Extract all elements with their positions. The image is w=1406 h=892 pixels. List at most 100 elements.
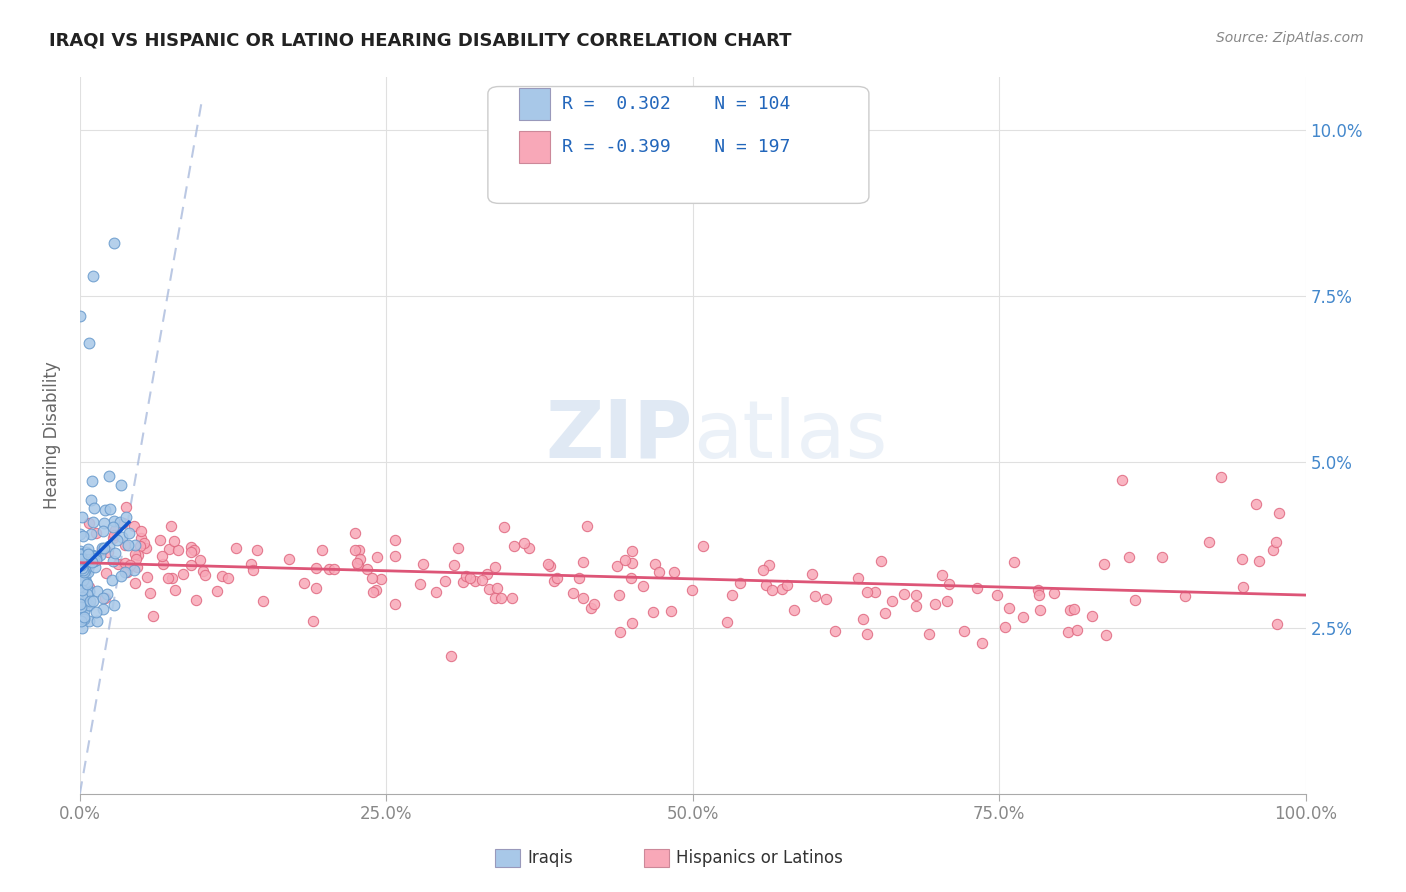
Point	[211, 569, 233, 583]
Point	[621, 544, 644, 558]
Point	[69, 558, 91, 573]
Point	[485, 581, 508, 595]
Point	[69, 576, 91, 591]
Text: Hispanics or Latinos: Hispanics or Latinos	[676, 849, 844, 867]
Text: Iraqis: Iraqis	[527, 849, 574, 867]
Point	[513, 536, 536, 550]
Point	[91, 543, 114, 558]
Point	[305, 581, 328, 595]
Point	[93, 602, 115, 616]
Point	[1265, 616, 1288, 631]
Point	[86, 614, 108, 628]
Point	[115, 565, 138, 579]
Point	[384, 533, 406, 547]
Point	[1174, 590, 1197, 604]
Point	[124, 548, 146, 562]
Point	[77, 584, 100, 599]
Point	[103, 515, 125, 529]
Point	[494, 520, 516, 534]
Point	[770, 582, 793, 596]
Point	[70, 547, 93, 561]
Point	[105, 533, 128, 547]
Point	[966, 581, 988, 595]
Point	[70, 583, 93, 598]
Point	[70, 590, 93, 604]
Point	[77, 614, 100, 628]
Point	[614, 553, 637, 567]
Point	[142, 608, 165, 623]
Point	[110, 569, 132, 583]
Point	[163, 533, 186, 548]
Point	[159, 518, 181, 533]
Point	[252, 594, 274, 608]
Point	[451, 575, 474, 590]
Point	[91, 591, 114, 605]
Point	[239, 558, 262, 572]
Point	[1246, 497, 1268, 511]
Point	[76, 565, 98, 579]
Point	[572, 555, 595, 569]
Point	[70, 583, 93, 598]
Point	[114, 565, 136, 579]
Point	[863, 585, 886, 599]
Point	[188, 553, 211, 567]
Point	[77, 580, 100, 594]
Point	[464, 574, 486, 589]
Point	[114, 556, 136, 570]
Point	[69, 543, 91, 558]
Point	[361, 584, 384, 599]
Point	[343, 542, 366, 557]
Point	[77, 598, 100, 612]
Point	[1029, 603, 1052, 617]
Point	[76, 587, 98, 601]
Point	[120, 558, 142, 572]
Point	[139, 586, 162, 600]
Point	[77, 549, 100, 564]
Point	[776, 578, 799, 592]
Point	[1057, 625, 1080, 640]
Y-axis label: Hearing Disability: Hearing Disability	[44, 361, 60, 509]
Point	[75, 570, 97, 584]
Point	[104, 546, 127, 560]
Point	[366, 582, 388, 597]
Point	[986, 588, 1008, 602]
Point	[69, 547, 91, 561]
Point	[73, 563, 96, 577]
Point	[70, 599, 93, 614]
Point	[69, 597, 91, 611]
Point	[86, 553, 108, 567]
Point	[117, 525, 139, 540]
Point	[124, 538, 146, 552]
Point	[70, 510, 93, 524]
Point	[346, 556, 368, 570]
Point	[277, 552, 299, 566]
Point	[893, 587, 915, 601]
Point	[132, 536, 155, 550]
Point	[103, 236, 125, 251]
Point	[491, 591, 513, 606]
Point	[356, 561, 378, 575]
Point	[620, 571, 643, 585]
Point	[875, 606, 897, 620]
Point	[443, 558, 465, 572]
Point	[77, 516, 100, 530]
Point	[648, 565, 671, 579]
Point	[1012, 609, 1035, 624]
Point	[484, 560, 506, 574]
Point	[458, 571, 481, 585]
Point	[101, 574, 124, 588]
Point	[1123, 593, 1146, 607]
Point	[191, 564, 214, 578]
Point	[101, 554, 124, 568]
Point	[98, 502, 121, 516]
Point	[644, 557, 666, 571]
Point	[180, 541, 202, 555]
Point	[537, 557, 560, 571]
Point	[76, 547, 98, 561]
Point	[82, 593, 104, 607]
Point	[165, 583, 187, 598]
Point	[76, 577, 98, 591]
Point	[606, 558, 628, 573]
Point	[904, 588, 927, 602]
Point	[111, 530, 134, 544]
